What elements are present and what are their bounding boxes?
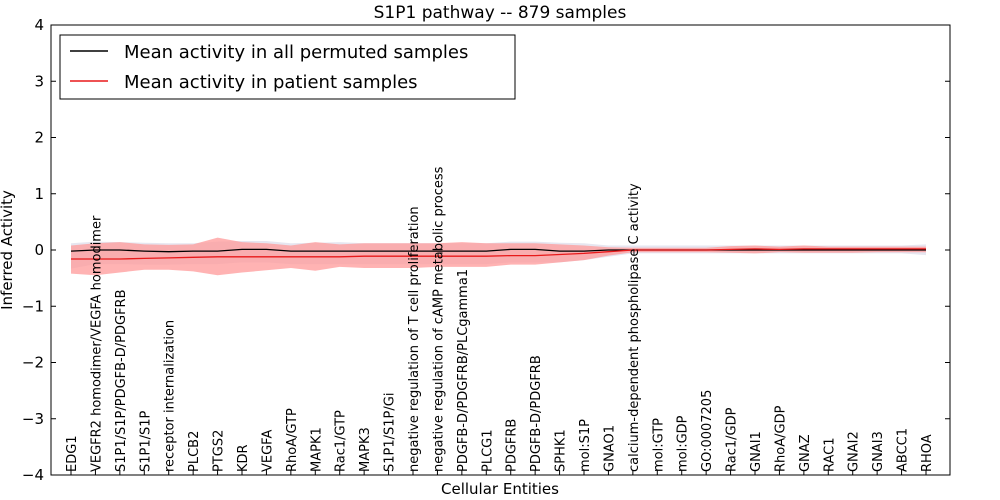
x-tick-label: VEGFR2 homodimer/VEGFA homodimer	[89, 215, 104, 472]
x-tick-label: mol:GTP	[651, 418, 666, 472]
x-tick-label: RhoA/GDP	[773, 405, 788, 472]
x-tick-label: S1P1/S1P	[138, 410, 153, 472]
legend: Mean activity in all permuted samples Me…	[59, 34, 516, 100]
x-tick-label: PTGS2	[212, 430, 227, 472]
x-tick-label: GNAI3	[871, 431, 886, 472]
x-tick-label: negative regulation of cAMP metabolic pr…	[431, 166, 446, 472]
y-tick-label: 0	[34, 241, 44, 259]
x-axis-label: Cellular Entities	[441, 480, 559, 498]
y-tick-label: 2	[34, 129, 44, 147]
y-tick-label: −2	[22, 354, 44, 372]
y-tick-label: −1	[22, 297, 44, 315]
x-tick-label: PDGFB-D/PDGFRB/PLCgamma1	[456, 269, 471, 472]
chart-title: S1P1 pathway -- 879 samples	[374, 3, 627, 23]
x-tick-label: EDG1	[65, 435, 80, 472]
x-tick-label: PLCG1	[480, 429, 495, 472]
x-tick-label: MAPK1	[309, 427, 324, 472]
x-tick-label: mol:GDP	[676, 415, 691, 472]
y-tick-label: −4	[22, 466, 44, 484]
x-tick-label: receptor internalization	[163, 320, 178, 472]
y-tick-label: 4	[34, 16, 44, 34]
y-axis-label: Inferred Activity	[0, 190, 16, 310]
x-tick-label: calcium-dependent phospholipase C activi…	[627, 183, 642, 472]
legend-label-patient: Mean activity in patient samples	[124, 72, 418, 93]
x-tick-label: RAC1	[822, 437, 837, 472]
legend-box	[59, 34, 516, 100]
x-tick-label: MAPK3	[358, 427, 373, 472]
x-tick-label: GNAZ	[798, 434, 813, 472]
line-series-1	[71, 248, 926, 260]
x-tick-label: S1P1/S1P/Gi	[383, 393, 398, 472]
x-tick-label: ABCC1	[896, 428, 911, 472]
legend-label-permuted: Mean activity in all permuted samples	[124, 42, 468, 63]
x-tick-label: KDR	[236, 444, 251, 472]
x-tick-label: PLCB2	[187, 431, 202, 472]
x-tick-label: VEGFA	[260, 430, 275, 472]
x-tick-label: RhoA/GTP	[285, 408, 300, 472]
line-series-0	[70, 248, 926, 253]
x-tick-label: GNAI1	[749, 431, 764, 472]
x-tick-label: Rac1/GTP	[334, 410, 349, 472]
x-tick-label: negative regulation of T cell proliferat…	[407, 206, 422, 472]
x-tick-label: SPHK1	[554, 429, 569, 472]
x-tick-label: PDGFRB	[505, 419, 520, 472]
x-tick-label: GNAO1	[602, 425, 617, 472]
y-tick-label: −3	[22, 410, 44, 428]
x-tick-label: GNAI2	[847, 431, 862, 472]
plot-frame	[50, 24, 951, 476]
y-tick-label: 3	[34, 72, 44, 90]
x-tick-label: mol:S1P	[578, 419, 593, 472]
x-tick-label: Rac1/GDP	[725, 407, 740, 472]
x-tick-label: PDGFB-D/PDGFRB	[529, 355, 544, 472]
x-tick-label: GO:0007205	[700, 390, 715, 472]
x-tick-label: RHOA	[920, 434, 935, 472]
y-tick-label: 1	[34, 185, 44, 203]
x-tick-label: S1P1/S1P/PDGFB-D/PDGFRB	[114, 289, 129, 472]
